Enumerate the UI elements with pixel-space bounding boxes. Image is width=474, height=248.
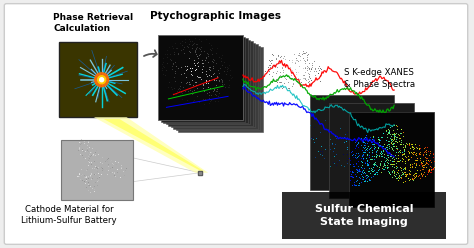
Bar: [166, 40, 250, 124]
Circle shape: [100, 78, 104, 82]
Polygon shape: [94, 117, 208, 173]
Bar: [158, 35, 243, 120]
Bar: [310, 95, 394, 190]
Text: Phase Retrieval
Calculation: Phase Retrieval Calculation: [53, 13, 133, 33]
Bar: [329, 103, 414, 198]
Bar: [173, 44, 258, 129]
Text: Ptychographic Images: Ptychographic Images: [150, 11, 281, 21]
Circle shape: [95, 73, 109, 87]
Text: Cathode Material for
Lithium-Sulfur Battery: Cathode Material for Lithium-Sulfur Batt…: [21, 205, 117, 225]
FancyBboxPatch shape: [4, 4, 468, 244]
Bar: [61, 140, 133, 200]
Text: S K-edge XANES
& Phase Spectra: S K-edge XANES & Phase Spectra: [345, 68, 416, 89]
Bar: [178, 47, 263, 132]
Text: Sulfur Chemical
State Imaging: Sulfur Chemical State Imaging: [315, 204, 413, 227]
Polygon shape: [104, 119, 203, 171]
Bar: [161, 37, 246, 122]
Bar: [168, 41, 253, 126]
Bar: [176, 46, 260, 130]
Bar: [349, 112, 434, 207]
Bar: [171, 43, 255, 127]
Bar: [164, 38, 248, 123]
Bar: [59, 42, 137, 117]
Circle shape: [98, 76, 106, 84]
Bar: [282, 192, 446, 239]
